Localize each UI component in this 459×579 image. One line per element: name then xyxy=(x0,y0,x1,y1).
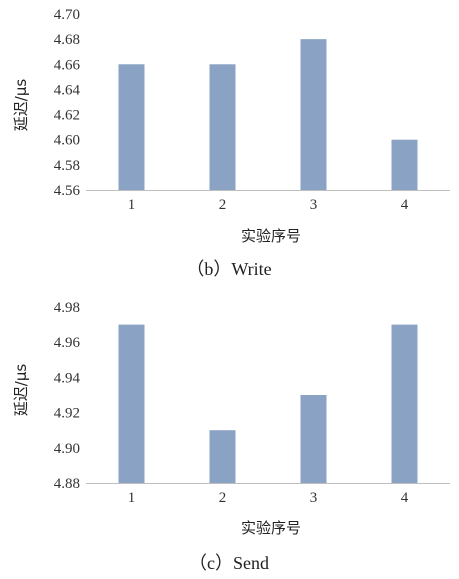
y-tick-label: 4.92 xyxy=(54,406,80,422)
bar-2 xyxy=(209,64,236,190)
chart-caption: （c）Send xyxy=(189,553,269,573)
y-tick-label: 4.60 xyxy=(54,133,80,149)
x-tick-label: 3 xyxy=(310,490,318,506)
x-tick-label: 1 xyxy=(128,197,136,213)
y-tick-label: 4.96 xyxy=(54,335,81,351)
y-tick-label: 4.94 xyxy=(54,370,81,386)
y-ticks: 4.88 4.90 4.92 4.94 4.96 4.98 xyxy=(54,300,81,492)
chart-write: 4.56 4.58 4.60 4.62 4.64 4.66 4.68 4.70 1 2 3 4 延迟… xyxy=(12,7,450,279)
x-axis-title: 实验序号 xyxy=(241,519,301,537)
bar-3 xyxy=(300,395,327,483)
x-tick-label: 1 xyxy=(128,490,136,506)
x-tick-label: 3 xyxy=(310,197,318,213)
y-tick-label: 4.58 xyxy=(54,158,80,174)
bar-3 xyxy=(300,39,327,191)
y-ticks: 4.56 4.58 4.60 4.62 4.64 4.66 4.68 4.70 xyxy=(54,7,81,199)
x-tick-label: 2 xyxy=(219,197,227,213)
y-tick-label: 4.64 xyxy=(54,82,81,98)
y-axis-title: 延迟/μs xyxy=(12,364,30,417)
x-ticks: 1 2 3 4 xyxy=(128,197,409,213)
bars xyxy=(118,39,418,191)
y-tick-label: 4.88 xyxy=(54,476,80,492)
chart-send: 4.88 4.90 4.92 4.94 4.96 4.98 1 2 3 4 延迟/μs 实验序号… xyxy=(12,300,450,573)
y-axis-title: 延迟/μs xyxy=(12,79,30,132)
x-tick-label: 4 xyxy=(401,197,409,213)
x-tick-label: 4 xyxy=(401,490,409,506)
x-ticks: 1 2 3 4 xyxy=(128,490,409,506)
y-tick-label: 4.56 xyxy=(54,183,81,199)
bar-1 xyxy=(118,64,145,190)
bars xyxy=(118,324,418,483)
y-tick-label: 4.90 xyxy=(54,441,80,457)
y-tick-label: 4.70 xyxy=(54,7,80,23)
y-tick-label: 4.98 xyxy=(54,300,80,316)
bar-4 xyxy=(391,324,418,483)
bar-1 xyxy=(118,324,145,483)
y-tick-label: 4.68 xyxy=(54,32,80,48)
y-tick-label: 4.66 xyxy=(54,57,81,73)
y-tick-label: 4.62 xyxy=(54,108,80,124)
chart-caption: （b）Write xyxy=(186,259,271,279)
x-axis-title: 实验序号 xyxy=(241,227,301,245)
bar-2 xyxy=(209,430,236,483)
x-tick-label: 2 xyxy=(219,490,227,506)
bar-4 xyxy=(391,139,418,190)
